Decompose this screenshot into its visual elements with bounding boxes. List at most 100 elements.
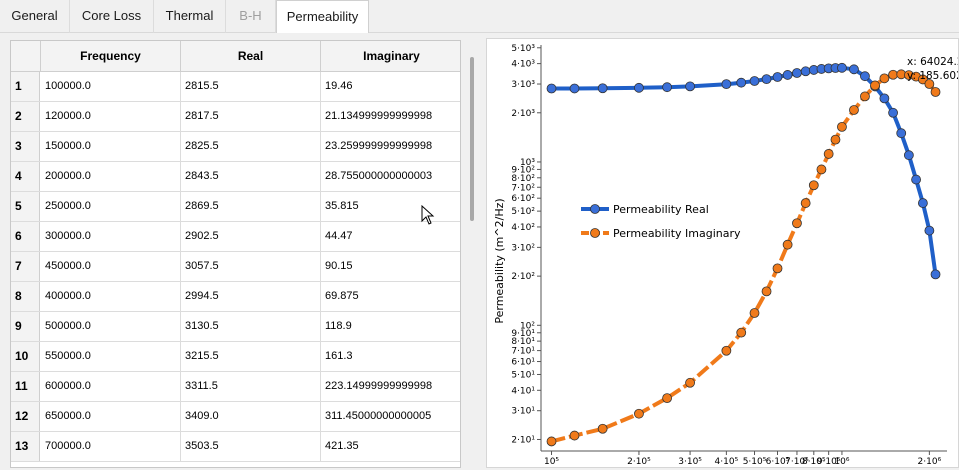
permeability-plot[interactable]: 2·10¹ 3·10¹ 4·10¹ 5·10¹ 6·10¹ 7·10¹ 8·10¹ 9·10¹… [486,38,959,468]
table-row[interactable]: 12 650000.0 3409.0 311.45000000000005 [11,402,460,432]
data-point[interactable] [918,198,928,208]
data-point[interactable] [782,239,793,250]
cell-real[interactable]: 3215.5 [181,342,321,371]
data-point[interactable] [888,107,898,118]
cell-imaginary[interactable]: 161.3 [321,342,460,371]
cell-imaginary[interactable]: 23.259999999999998 [321,132,460,161]
cell-frequency[interactable]: 600000.0 [41,372,181,401]
cell-frequency[interactable]: 550000.0 [41,342,181,371]
cell-frequency[interactable]: 450000.0 [41,252,181,281]
data-point[interactable] [896,128,907,139]
data-point[interactable] [736,327,747,338]
data-point[interactable] [782,70,793,80]
row-number[interactable]: 3 [11,132,40,161]
data-point[interactable] [662,82,672,93]
cell-real[interactable]: 3130.5 [181,312,321,341]
row-number[interactable]: 2 [11,102,40,131]
table-row[interactable]: 5 250000.0 2869.5 35.815 [11,192,460,222]
data-point[interactable] [837,121,847,132]
data-point[interactable] [849,64,859,75]
data-point[interactable] [597,423,608,434]
data-point[interactable] [736,77,747,88]
table-vertical-scrollbar[interactable] [463,40,479,468]
row-number[interactable]: 7 [11,252,40,281]
permeability-table[interactable]: Frequency Real Imaginary 1 100000.0 2815.5… [10,40,461,468]
cell-real[interactable]: 2825.5 [181,132,321,161]
cell-imaginary[interactable]: 69.875 [321,282,460,311]
column-header-imaginary[interactable]: Imaginary [321,41,460,72]
table-row[interactable]: 13 700000.0 3503.5 421.35 [11,432,460,462]
tab-thermal[interactable]: Thermal [154,0,226,33]
cell-imaginary[interactable]: 90.15 [321,252,460,281]
tab-general[interactable]: General [0,0,70,33]
data-point[interactable] [930,87,941,97]
data-point[interactable] [879,93,890,104]
cell-frequency[interactable]: 300000.0 [41,222,181,251]
data-point[interactable] [721,345,732,356]
cell-real[interactable]: 2902.5 [181,222,321,251]
data-point[interactable] [808,180,819,191]
data-point[interactable] [772,263,783,274]
data-point[interactable] [749,76,760,86]
data-point[interactable] [569,83,580,94]
tab-core-loss[interactable]: Core Loss [70,0,154,33]
scrollbar-thumb[interactable] [470,57,474,221]
data-point[interactable] [879,73,890,84]
column-header-real[interactable]: Real [181,41,321,72]
data-point[interactable] [830,134,841,145]
cell-frequency[interactable]: 200000.0 [41,162,181,191]
table-row[interactable]: 7 450000.0 3057.5 90.15 [11,252,460,282]
table-row[interactable]: 1 100000.0 2815.5 19.46 [11,72,460,102]
cell-real[interactable]: 2869.5 [181,192,321,221]
data-point[interactable] [930,269,941,280]
row-number[interactable]: 6 [11,222,40,251]
permeability-chart[interactable]: 2·10¹ 3·10¹ 4·10¹ 5·10¹ 6·10¹7·10¹8·10¹9·10¹… [487,39,959,467]
data-point[interactable] [662,393,672,404]
table-row[interactable]: 3 150000.0 2825.5 23.259999999999998 [11,132,460,162]
data-point[interactable] [761,286,772,297]
row-number[interactable]: 8 [11,282,40,311]
data-point[interactable] [837,62,847,73]
cell-imaginary[interactable]: 311.45000000000005 [321,402,460,431]
row-number[interactable]: 10 [11,342,40,371]
row-number[interactable]: 9 [11,312,40,341]
tab-b-h[interactable]: B-H [226,0,276,33]
cell-frequency[interactable]: 700000.0 [41,432,181,461]
data-point[interactable] [546,83,557,94]
table-row[interactable]: 11 600000.0 3311.5 223.14999999999998 [11,372,460,402]
data-point[interactable] [634,408,644,419]
cell-real[interactable]: 3057.5 [181,252,321,281]
cell-frequency[interactable]: 400000.0 [41,282,181,311]
data-point[interactable] [860,91,870,102]
cell-imaginary[interactable]: 28.755000000000003 [321,162,460,191]
cell-frequency[interactable]: 120000.0 [41,102,181,131]
legend-entry[interactable]: Permeability Imaginary [613,227,741,240]
table-row[interactable]: 10 550000.0 3215.5 161.3 [11,342,460,372]
data-point[interactable] [924,225,935,236]
cell-imaginary[interactable]: 223.14999999999998 [321,372,460,401]
data-point[interactable] [685,377,695,388]
data-point[interactable] [800,198,811,208]
data-point[interactable] [903,150,914,161]
data-point[interactable] [823,149,834,159]
data-point[interactable] [772,72,783,82]
tab-permeability[interactable]: Permeability [276,0,369,34]
cell-frequency[interactable]: 650000.0 [41,402,181,431]
cell-imaginary[interactable]: 44.47 [321,222,460,251]
data-point[interactable] [800,66,811,77]
cell-imaginary[interactable]: 35.815 [321,192,460,221]
cell-imaginary[interactable]: 21.134999999999998 [321,102,460,131]
data-point[interactable] [546,436,557,447]
data-point[interactable] [924,79,935,89]
cell-real[interactable]: 2815.5 [181,72,321,101]
data-point[interactable] [634,82,644,93]
cell-imaginary[interactable]: 19.46 [321,72,460,101]
data-point[interactable] [792,68,802,78]
table-row[interactable]: 9 500000.0 3130.5 118.9 [11,312,460,342]
cell-imaginary[interactable]: 118.9 [321,312,460,341]
data-point[interactable] [816,164,827,175]
row-number[interactable]: 12 [11,402,40,431]
table-row[interactable]: 4 200000.0 2843.5 28.755000000000003 [11,162,460,192]
table-row[interactable]: 2 120000.0 2817.5 21.134999999999998 [11,102,460,132]
row-number[interactable]: 11 [11,372,40,401]
